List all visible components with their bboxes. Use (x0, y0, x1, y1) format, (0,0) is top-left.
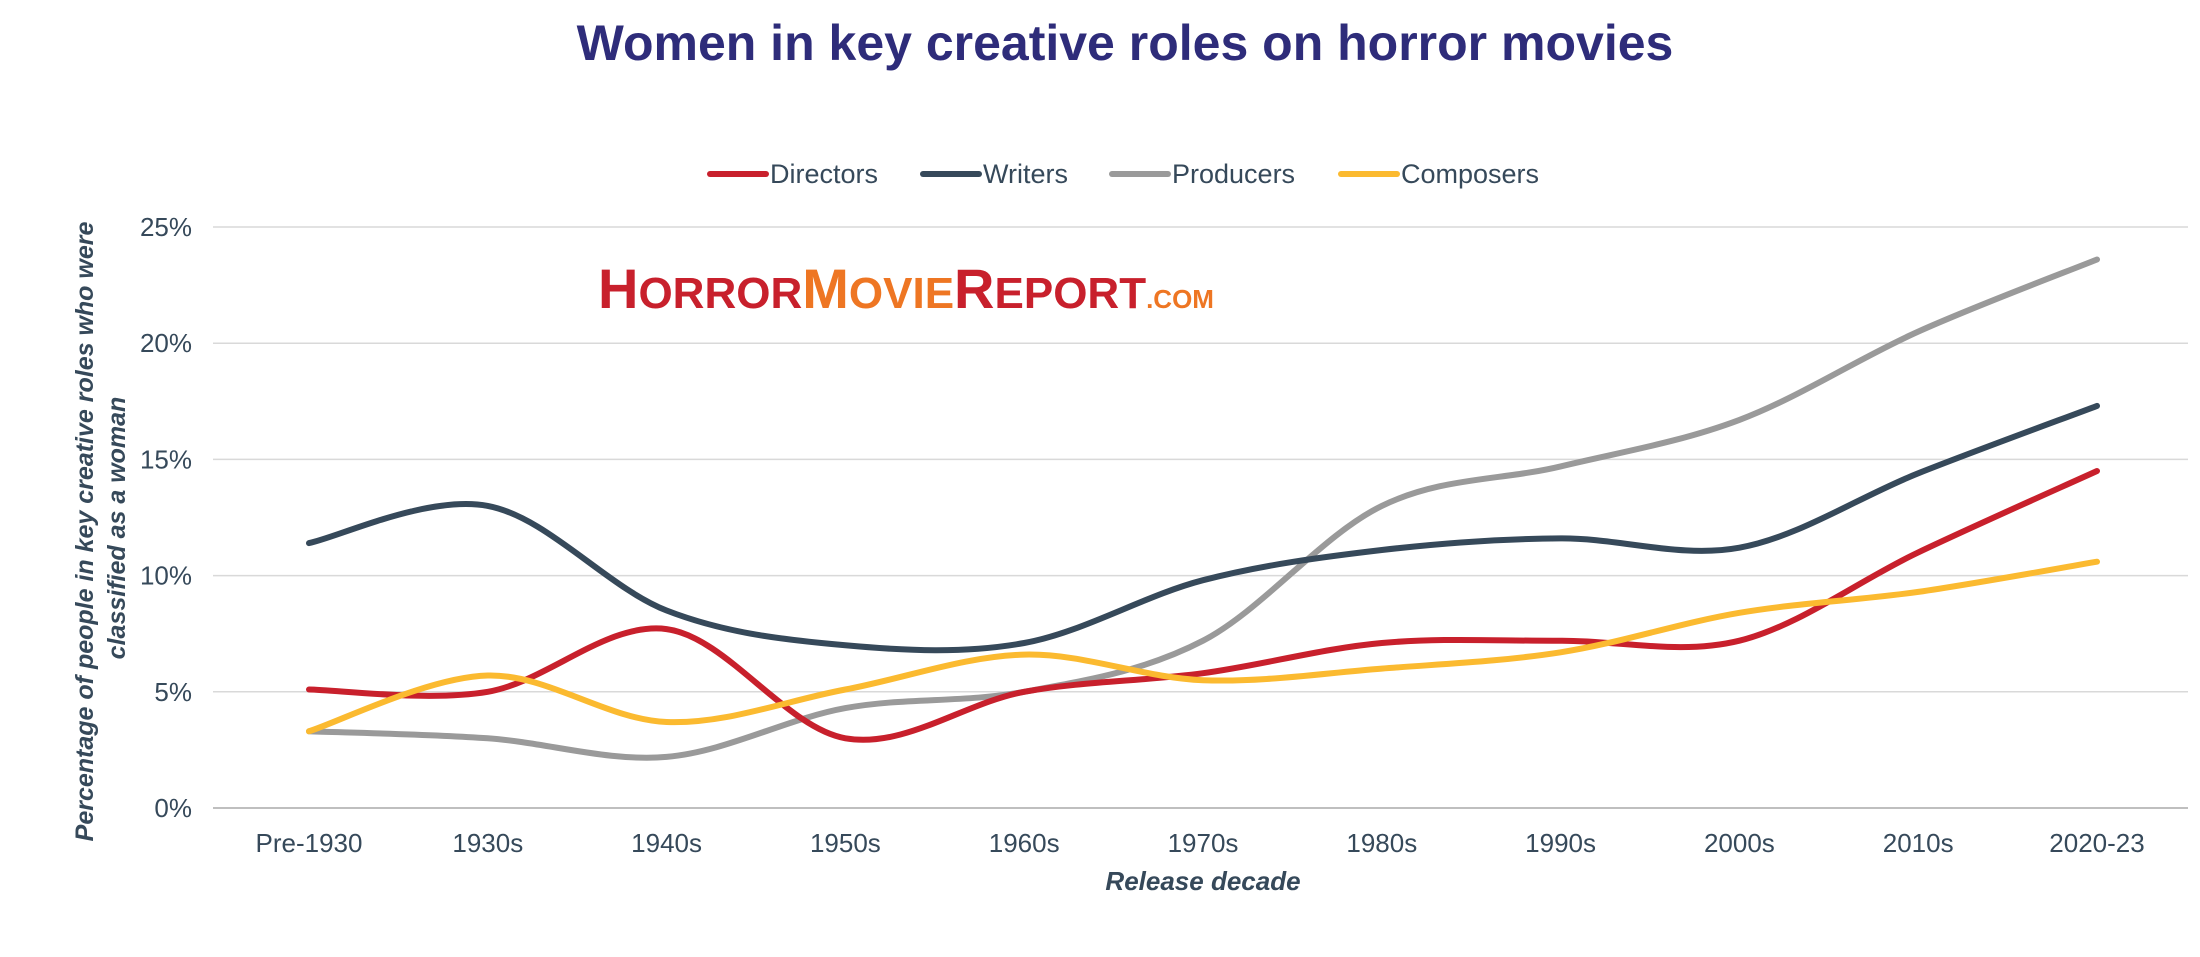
logo-horror-initial: H (598, 257, 638, 320)
logo-report-initial: R (954, 257, 994, 320)
series-line-writers (306, 402, 2100, 654)
y-tick-label: 25% (140, 212, 192, 242)
series-lines (306, 256, 2100, 761)
legend-label-producers: Producers (1172, 159, 1295, 189)
x-tick-label: 2010s (1883, 828, 1954, 858)
y-tick-label: 5% (154, 677, 192, 707)
chart-title: Women in key creative roles on horror mo… (577, 15, 1674, 71)
logo-movie-initial: M (802, 257, 849, 320)
legend-label-composers: Composers (1401, 159, 1539, 189)
x-tick-label: 1960s (989, 828, 1060, 858)
series-line-composers (306, 558, 2100, 735)
logo-movie-rest: OVIE (849, 269, 954, 318)
series-line-producers (306, 256, 2100, 761)
x-axis-label: Release decade (1105, 866, 1300, 896)
y-tick-label: 15% (140, 444, 192, 474)
x-tick-label: 1990s (1525, 828, 1596, 858)
y-axis-ticks: 0% 5% 10% 15% 20% 25% (140, 212, 192, 823)
logo-report-rest: EPORT (995, 269, 1147, 318)
gridlines (213, 226, 2188, 809)
legend-label-directors: Directors (770, 159, 878, 189)
y-tick-label: 0% (154, 793, 192, 823)
x-tick-label: 1930s (452, 828, 523, 858)
x-axis-ticks: Pre-1930 1930s 1940s 1950s 1960s 1970s 1980s 19… (256, 828, 2145, 858)
y-axis-label-line1: Percentage of people in key creative rol… (71, 222, 99, 842)
y-axis-label: Percentage of people in key creative rol… (71, 215, 131, 842)
logo-domain: .COM (1146, 284, 1214, 314)
x-tick-label: Pre-1930 (256, 828, 363, 858)
legend: Directors Writers Producers Composers (707, 159, 1539, 189)
series-line-directors (306, 468, 2100, 743)
y-tick-label: 20% (140, 328, 192, 358)
x-tick-label: 1940s (631, 828, 702, 858)
x-tick-label: 1950s (810, 828, 881, 858)
y-axis-label-line2: classified as a woman (103, 397, 131, 660)
y-tick-label: 10% (140, 561, 192, 591)
legend-label-writers: Writers (983, 159, 1068, 189)
x-tick-label: 1970s (1168, 828, 1239, 858)
logo-horror-rest: ORROR (638, 269, 802, 318)
logo-wordmark: HORRORMOVIEREPORT.COM (598, 257, 1214, 320)
x-tick-label: 1980s (1346, 828, 1417, 858)
horror-movie-report-logo: HORRORMOVIEREPORT.COM (598, 257, 1214, 320)
x-tick-label: 2000s (1704, 828, 1775, 858)
x-tick-label: 2020-23 (2049, 828, 2144, 858)
